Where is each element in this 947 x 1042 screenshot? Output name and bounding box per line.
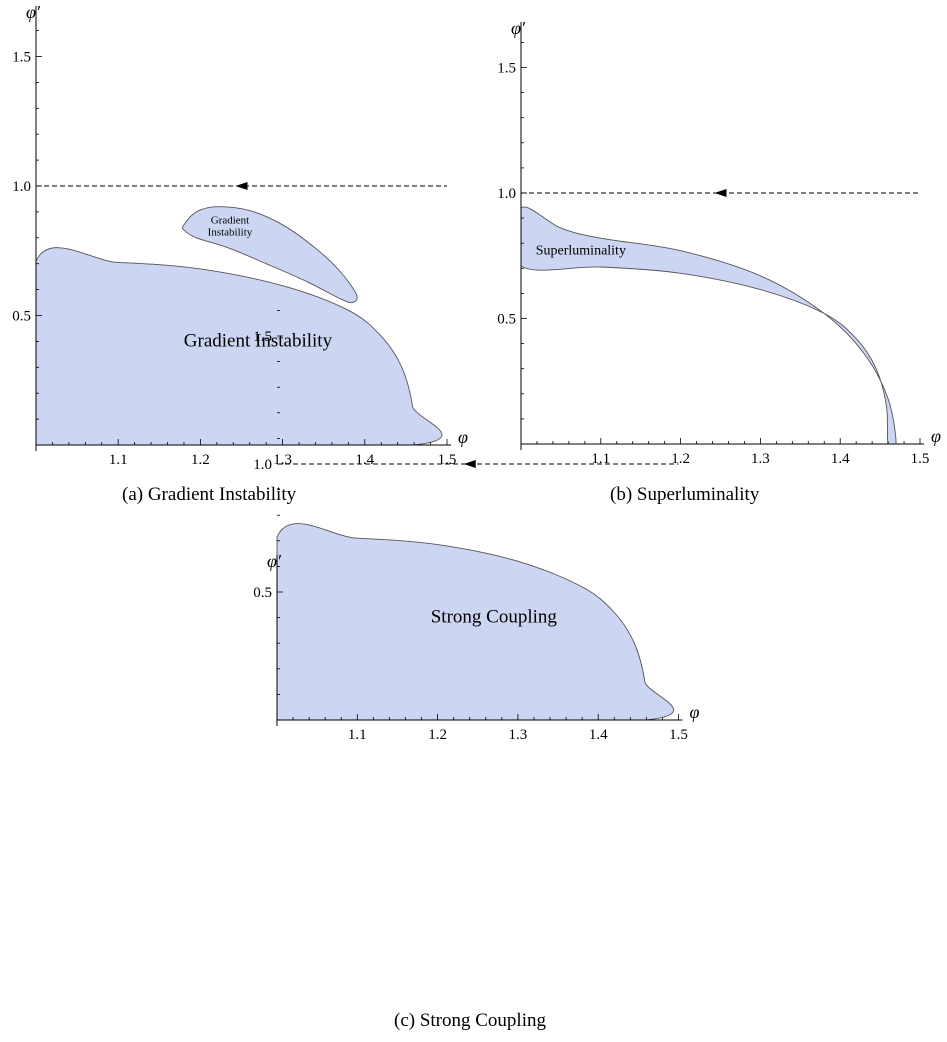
region-label-a-0: Gradient Instability [184, 331, 333, 352]
region-c-0 [276, 523, 675, 721]
y-tick-label-b: 1.5 [497, 61, 516, 77]
region-label-a-1-1: Instability [208, 227, 253, 239]
region-label-a-1-0: Gradient [211, 215, 249, 227]
caption-b: (b) Superluminality [610, 484, 760, 505]
caption-c: (c) Strong Coupling [394, 1010, 546, 1031]
y-tick-label-c: 1.5 [253, 329, 272, 345]
region-a-0 [35, 247, 443, 446]
region-label-c-0: Strong Coupling [431, 607, 558, 628]
x-tick-label-c: 1.3 [509, 727, 528, 743]
y-tick-label-b: 0.5 [497, 312, 516, 328]
x-tick-label-c: 1.4 [589, 727, 608, 743]
y-tick-label-b: 1.0 [497, 186, 516, 202]
trajectory-arrow-b [714, 189, 727, 197]
x-tick-label-b: 1.5 [911, 451, 930, 467]
y-tick-label-a: 1.5 [12, 50, 31, 66]
trajectory-arrow-c [463, 460, 476, 468]
x-tick-label-a: 1.5 [438, 452, 457, 468]
x-tick-label-c: 1.1 [348, 727, 367, 743]
caption-a: (a) Gradient Instability [122, 484, 297, 505]
y-axis-label-c: φ′ [267, 551, 282, 571]
x-tick-label-a: 1.1 [109, 452, 128, 468]
x-tick-label-b: 1.3 [751, 451, 770, 467]
x-tick-label-b: 1.1 [591, 451, 610, 467]
x-axis-label-b: φ [931, 426, 941, 446]
x-tick-label-c: 1.2 [428, 727, 447, 743]
y-tick-label-a: 1.0 [12, 179, 31, 195]
region-a-1 [181, 206, 358, 304]
y-axis-label-a: φ′ [26, 2, 41, 22]
x-tick-label-a: 1.2 [191, 452, 210, 468]
y-axis-label-b: φ′ [511, 18, 526, 38]
trajectory-arrow-a [235, 182, 248, 190]
x-tick-label-b: 1.2 [671, 451, 690, 467]
y-tick-label-c: 1.0 [253, 457, 272, 473]
x-tick-label-c: 1.5 [669, 727, 688, 743]
x-axis-label-a: φ [458, 427, 468, 447]
region-label-b-0: Superluminality [536, 243, 626, 258]
y-tick-label-a: 0.5 [12, 309, 31, 325]
x-tick-label-b: 1.4 [831, 451, 850, 467]
x-axis-label-c: φ [690, 702, 700, 722]
y-tick-label-c: 0.5 [253, 585, 272, 601]
